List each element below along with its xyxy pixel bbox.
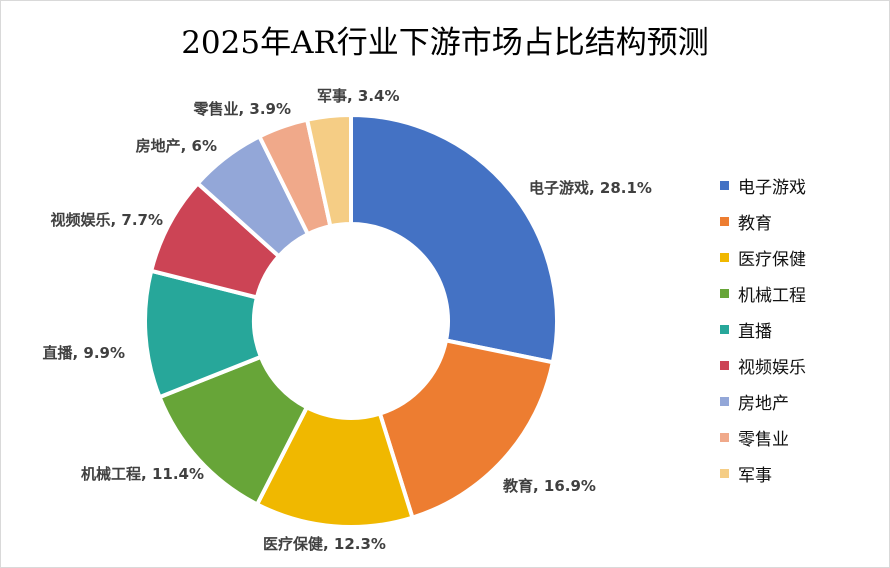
legend-swatch xyxy=(720,216,729,226)
legend-item-9: 军事 xyxy=(720,455,806,491)
data-label-6: 视频娱乐, 7.7% xyxy=(50,211,163,229)
donut-slice-2 xyxy=(377,338,556,521)
data-label-8: 零售业, 3.9% xyxy=(192,100,291,118)
data-label-4: 机械工程, 11.4% xyxy=(81,465,204,483)
chart-title: 2025年AR行业下游市场占比结构预测 xyxy=(181,25,709,61)
chart-legend: 电子游戏教育医疗保健机械工程直播视频娱乐房地产零售业军事 xyxy=(720,167,806,491)
legend-swatch xyxy=(720,396,729,406)
legend-item-6: 视频娱乐 xyxy=(720,347,806,383)
legend-swatch xyxy=(720,324,729,334)
data-label-9: 军事, 3.4% xyxy=(317,87,400,105)
legend-label: 直播 xyxy=(738,321,772,342)
legend-item-7: 房地产 xyxy=(720,383,806,419)
legend-item-8: 零售业 xyxy=(720,419,806,455)
donut-slice-9 xyxy=(304,112,353,229)
legend-swatch xyxy=(720,288,729,298)
data-label-5: 直播, 9.9% xyxy=(42,344,125,362)
donut-slice-1 xyxy=(349,112,559,365)
legend-item-1: 电子游戏 xyxy=(720,167,806,203)
legend-swatch xyxy=(720,252,729,262)
legend-item-3: 医疗保健 xyxy=(720,239,806,275)
legend-swatch xyxy=(720,360,729,370)
legend-item-5: 直播 xyxy=(720,311,806,347)
legend-label: 教育 xyxy=(738,213,772,234)
legend-label: 机械工程 xyxy=(738,285,806,306)
legend-item-4: 机械工程 xyxy=(720,275,806,311)
legend-swatch xyxy=(720,468,729,478)
data-label-2: 教育, 16.9% xyxy=(502,477,596,495)
legend-label: 医疗保健 xyxy=(738,249,806,270)
legend-label: 房地产 xyxy=(738,393,789,414)
legend-label: 军事 xyxy=(738,465,772,486)
legend-label: 视频娱乐 xyxy=(738,357,806,378)
legend-swatch xyxy=(720,432,729,442)
data-label-1: 电子游戏, 28.1% xyxy=(529,179,652,197)
legend-swatch xyxy=(720,180,729,190)
data-label-3: 医疗保健, 12.3% xyxy=(263,535,386,553)
legend-item-2: 教育 xyxy=(720,203,806,239)
legend-label: 电子游戏 xyxy=(738,177,806,198)
data-label-7: 房地产, 6% xyxy=(136,137,217,155)
legend-label: 零售业 xyxy=(738,429,789,450)
